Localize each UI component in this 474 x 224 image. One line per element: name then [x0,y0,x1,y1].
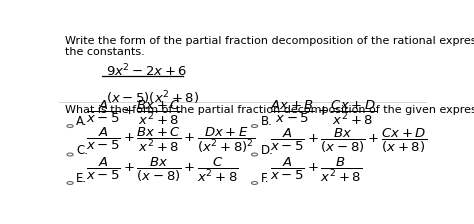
Text: B.: B. [261,115,273,128]
Text: $\dfrac{Ax+B}{x-5}+\dfrac{Cx+D}{x^2+8}$: $\dfrac{Ax+B}{x-5}+\dfrac{Cx+D}{x^2+8}$ [270,99,376,127]
Text: $\dfrac{A}{x-5}+\dfrac{Bx+C}{x^2+8}+\dfrac{Dx+E}{(x^2+8)^2}$: $\dfrac{A}{x-5}+\dfrac{Bx+C}{x^2+8}+\dfr… [86,126,255,155]
Text: F.: F. [261,172,269,185]
Text: What is the form of the partial fraction decomposition of the given expression?: What is the form of the partial fraction… [65,105,474,115]
Text: Write the form of the partial fraction decomposition of the rational expression.: Write the form of the partial fraction d… [65,36,474,46]
Text: D.: D. [261,144,273,157]
Text: $\dfrac{A}{x-5}+\dfrac{B}{x^2+8}$: $\dfrac{A}{x-5}+\dfrac{B}{x^2+8}$ [270,155,362,184]
Text: $(x-5)(x^2+8)$: $(x-5)(x^2+8)$ [106,89,199,107]
Text: $\dfrac{A}{x-5}+\dfrac{Bx}{(x-8)}+\dfrac{Cx+D}{(x+8)}$: $\dfrac{A}{x-5}+\dfrac{Bx}{(x-8)}+\dfrac… [270,127,427,155]
Text: A.: A. [76,115,88,128]
Text: $9x^2 - 2x + 6$: $9x^2 - 2x + 6$ [106,63,187,80]
Text: C.: C. [76,144,88,157]
Text: the constants.: the constants. [65,47,145,57]
Text: E.: E. [76,172,87,185]
Text: $\dfrac{A}{x-5}+\dfrac{Bx}{(x-8)}+\dfrac{C}{x^2+8}$: $\dfrac{A}{x-5}+\dfrac{Bx}{(x-8)}+\dfrac… [86,155,238,184]
Text: $\dfrac{A}{x-5}+\dfrac{Bx+C}{x^2+8}$: $\dfrac{A}{x-5}+\dfrac{Bx+C}{x^2+8}$ [86,99,181,127]
